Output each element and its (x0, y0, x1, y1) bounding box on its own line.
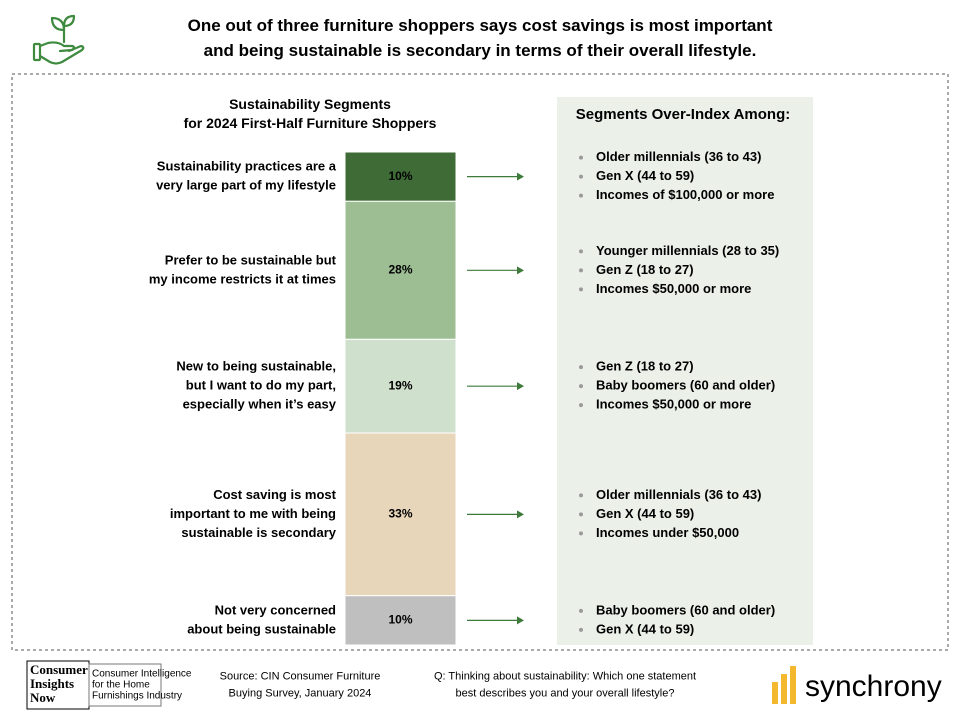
segment (344, 338, 457, 434)
bullet (579, 365, 583, 370)
segment-item: Incomes of $100,000 or more (596, 187, 774, 202)
source-note: Buying Survey, January 2024 (229, 687, 372, 699)
chart-title: Sustainability Segments (229, 96, 391, 112)
segment-item: Gen X (44 to 59) (596, 621, 694, 636)
chart-title: for 2024 First-Half Furniture Shoppers (184, 115, 437, 131)
bullet (579, 608, 583, 613)
category-label: important to me with being (170, 506, 336, 521)
frame (11, 73, 949, 651)
arrow-head (517, 266, 524, 275)
segment-item: Older millennials (36 to 43) (596, 487, 761, 502)
segment-item: Baby boomers (60 and older) (596, 602, 775, 617)
segment (344, 595, 457, 646)
synchrony-mark (772, 666, 796, 704)
bullet (579, 174, 583, 179)
panel-bg (557, 97, 813, 645)
arrow-head (517, 172, 524, 181)
segment-item: Gen Z (18 to 27) (596, 262, 694, 277)
segment-item: Gen X (44 to 59) (596, 168, 694, 183)
segment-item: Gen X (44 to 59) (596, 506, 694, 521)
bullet (579, 268, 583, 273)
category-label: my income restricts it at times (149, 271, 336, 286)
arrow-head (517, 616, 524, 625)
segment-label: 10% (388, 613, 412, 627)
eco-icon (32, 14, 85, 65)
segment-item: Incomes $50,000 or more (596, 281, 751, 296)
segment-item: Older millennials (36 to 43) (596, 149, 761, 164)
question-note: best describes you and your overall life… (456, 687, 675, 699)
bullet (579, 512, 583, 517)
bullet (579, 155, 583, 160)
arrow-head (517, 382, 524, 391)
slide-title: and being sustainable is secondary in te… (204, 41, 757, 60)
category-label: New to being sustainable, (176, 359, 336, 374)
cin-logo (26, 660, 162, 710)
category-label: very large part of my lifestyle (156, 178, 336, 193)
segment (344, 432, 457, 597)
logo-text: Insights (30, 676, 74, 691)
logo-tagline: Furnishings Industry (92, 691, 182, 702)
category-label: sustainable is secondary (181, 525, 336, 540)
category-label: but I want to do my part, (186, 378, 336, 393)
question-note: Q: Thinking about sustainability: Which … (434, 670, 696, 682)
bullet (579, 531, 583, 536)
bullet (579, 287, 583, 292)
category-label: Prefer to be sustainable but (165, 252, 337, 267)
logo-text: Consumer (30, 662, 88, 677)
segment-label: 10% (388, 169, 412, 183)
segment-label: 33% (388, 507, 412, 521)
segment-label: 28% (388, 262, 412, 276)
bullet (579, 193, 583, 198)
bullet (579, 249, 583, 254)
segment (344, 151, 457, 202)
bullet (579, 493, 583, 498)
bullet (579, 384, 583, 389)
category-label: Not very concerned (215, 602, 336, 617)
source-note: Source: CIN Consumer Furniture (220, 670, 381, 682)
segment-item: Younger millennials (28 to 35) (596, 243, 779, 258)
slide-title: One out of three furniture shoppers says… (188, 16, 773, 35)
category-label: especially when it’s easy (183, 397, 337, 412)
logo-text: Now (30, 690, 56, 705)
panel-title: Segments Over-Index Among: (576, 106, 790, 123)
segment-label: 19% (388, 378, 412, 392)
category-label: Cost saving is most (213, 487, 336, 502)
arrow-head (517, 510, 524, 519)
category-label: about being sustainable (187, 621, 336, 636)
segment (344, 200, 457, 340)
category-label: Sustainability practices are a (157, 159, 337, 174)
bullet (579, 627, 583, 632)
logo-tagline: for the Home (92, 680, 150, 691)
segment-item: Baby boomers (60 and older) (596, 378, 775, 393)
logo-tagline: Consumer Intelligence (92, 669, 192, 680)
segment-item: Incomes under $50,000 (596, 525, 739, 540)
segment-item: Incomes $50,000 or more (596, 397, 751, 412)
brand-name: synchrony (805, 670, 942, 703)
bullet (579, 403, 583, 408)
segment-item: Gen Z (18 to 27) (596, 359, 694, 374)
